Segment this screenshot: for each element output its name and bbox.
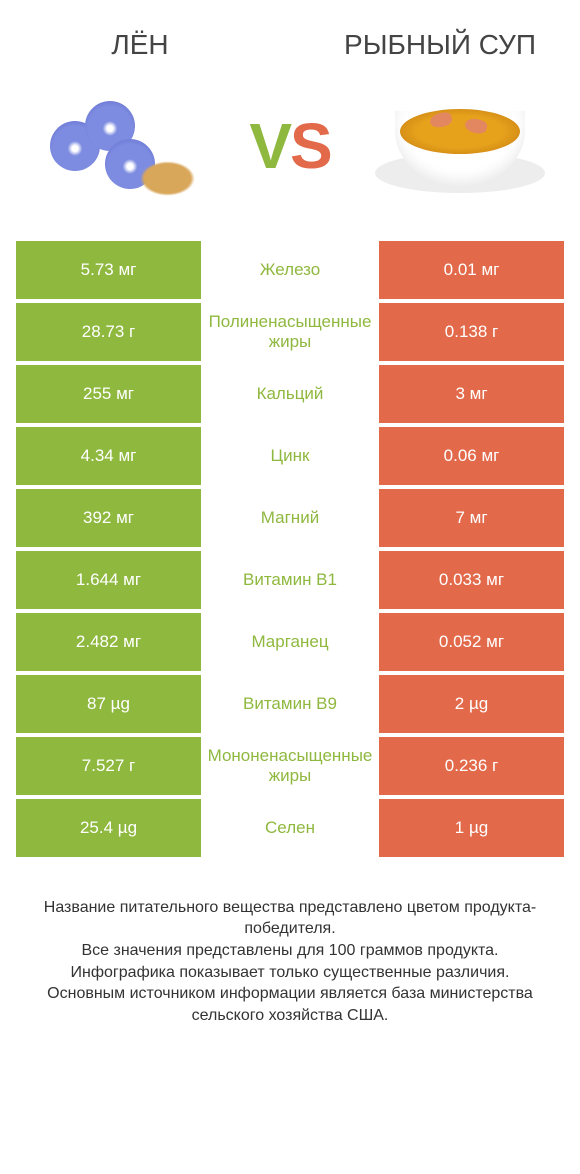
- vs-v: V: [249, 110, 290, 182]
- footer-notes: Название питательного вещества представл…: [0, 897, 580, 1027]
- footer-line: Основным источником информации является …: [20, 983, 560, 1026]
- cell-right-value: 3 мг: [379, 365, 564, 423]
- cell-nutrient-label: Витамин B9: [201, 675, 379, 733]
- cell-left-value: 28.73 г: [16, 303, 201, 361]
- cell-right-value: 0.138 г: [379, 303, 564, 361]
- cell-left-value: 25.4 µg: [16, 799, 201, 857]
- table-row: 4.34 мгЦинк0.06 мг: [16, 427, 564, 485]
- cell-nutrient-label: Марганец: [201, 613, 379, 671]
- cell-right-value: 1 µg: [379, 799, 564, 857]
- cell-left-value: 5.73 мг: [16, 241, 201, 299]
- title-left: ЛЁН: [40, 30, 240, 61]
- cell-left-value: 7.527 г: [16, 737, 201, 795]
- images-row: VS: [0, 71, 580, 241]
- cell-left-value: 1.644 мг: [16, 551, 201, 609]
- table-row: 255 мгКальций3 мг: [16, 365, 564, 423]
- cell-nutrient-label: Витамин B1: [201, 551, 379, 609]
- header: ЛЁН РЫБНЫЙ СУП: [0, 0, 580, 71]
- table-row: 1.644 мгВитамин B10.033 мг: [16, 551, 564, 609]
- cell-right-value: 7 мг: [379, 489, 564, 547]
- vs-s: S: [290, 110, 331, 182]
- cell-left-value: 2.482 мг: [16, 613, 201, 671]
- table-row: 25.4 µgСелен1 µg: [16, 799, 564, 857]
- table-row: 392 мгМагний7 мг: [16, 489, 564, 547]
- comparison-table: 5.73 мгЖелезо0.01 мг28.73 гПолиненасыщен…: [16, 241, 564, 857]
- cell-left-value: 87 µg: [16, 675, 201, 733]
- footer-line: Название питательного вещества представл…: [20, 897, 560, 940]
- cell-left-value: 255 мг: [16, 365, 201, 423]
- table-row: 28.73 гПолиненасыщенные жиры0.138 г: [16, 303, 564, 361]
- table-row: 7.527 гМононенасыщенные жиры0.236 г: [16, 737, 564, 795]
- table-row: 2.482 мгМарганец0.052 мг: [16, 613, 564, 671]
- cell-nutrient-label: Кальций: [201, 365, 379, 423]
- cell-right-value: 0.236 г: [379, 737, 564, 795]
- cell-nutrient-label: Цинк: [201, 427, 379, 485]
- cell-right-value: 0.01 мг: [379, 241, 564, 299]
- cell-nutrient-label: Селен: [201, 799, 379, 857]
- cell-right-value: 0.06 мг: [379, 427, 564, 485]
- cell-nutrient-label: Полиненасыщенные жиры: [201, 303, 379, 361]
- cell-nutrient-label: Железо: [201, 241, 379, 299]
- flax-icon: [40, 91, 200, 201]
- soup-icon: [375, 91, 545, 201]
- cell-nutrient-label: Магний: [201, 489, 379, 547]
- cell-nutrient-label: Мононенасыщенные жиры: [201, 737, 379, 795]
- cell-left-value: 392 мг: [16, 489, 201, 547]
- footer-line: Инфографика показывает только существенн…: [20, 962, 560, 984]
- product-image-left: [30, 81, 210, 211]
- title-right: РЫБНЫЙ СУП: [340, 30, 540, 61]
- footer-line: Все значения представлены для 100 граммо…: [20, 940, 560, 962]
- cell-right-value: 0.052 мг: [379, 613, 564, 671]
- cell-right-value: 2 µg: [379, 675, 564, 733]
- product-image-right: [370, 81, 550, 211]
- vs-label: VS: [249, 109, 330, 183]
- cell-left-value: 4.34 мг: [16, 427, 201, 485]
- cell-right-value: 0.033 мг: [379, 551, 564, 609]
- table-row: 87 µgВитамин B92 µg: [16, 675, 564, 733]
- table-row: 5.73 мгЖелезо0.01 мг: [16, 241, 564, 299]
